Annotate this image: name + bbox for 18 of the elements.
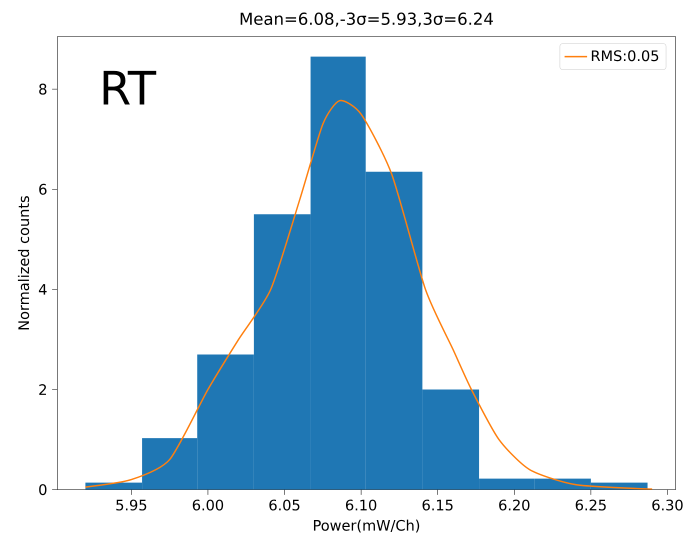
y-tick-label: 2: [39, 384, 46, 395]
y-tick-label: 8: [39, 84, 46, 95]
x-tick-label: 6.10: [346, 500, 376, 511]
x-tick-label: 6.25: [576, 500, 606, 511]
chart-title: Mean=6.08,-3σ=5.93,3σ=6.24: [240, 12, 493, 27]
x-axis-title: Power(mW/Ch): [314, 520, 420, 533]
x-tick-label: 6.00: [192, 500, 224, 511]
x-tick-label: 6.05: [269, 500, 300, 511]
y-tick-label: 0: [39, 484, 46, 496]
legend-label: RMS:0.05: [592, 50, 658, 62]
x-tick-label: 5.95: [116, 500, 146, 511]
x-tick-label: 6.15: [422, 500, 453, 511]
y-tick-label: 4: [38, 284, 47, 295]
x-tick-label: 6.30: [652, 500, 683, 511]
annotation: RT: [104, 70, 156, 105]
y-axis-title: Normalized counts: [18, 196, 30, 330]
y-tick-label: 6: [39, 184, 47, 195]
x-tick-label: 6.20: [499, 500, 530, 511]
